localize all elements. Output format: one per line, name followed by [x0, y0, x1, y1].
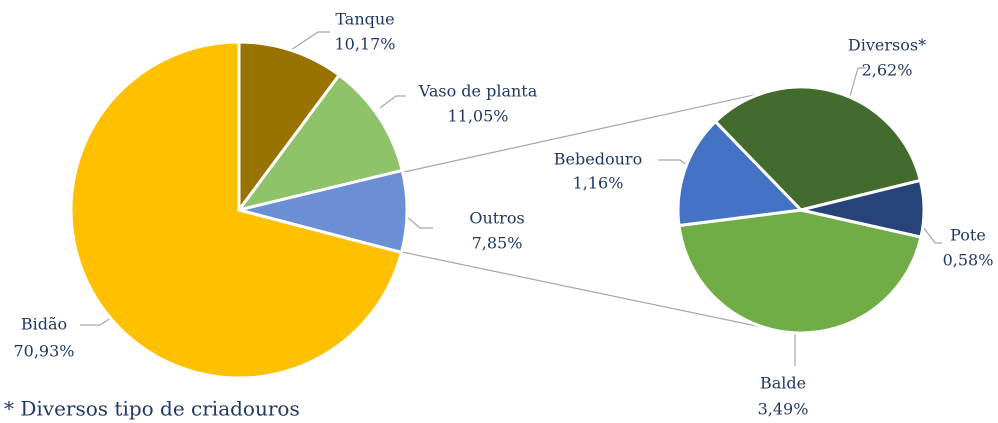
value-label: 3,49% [758, 400, 809, 419]
leader-line [849, 67, 866, 97]
slice-label: Tanque [335, 10, 394, 29]
leader-line [405, 215, 433, 229]
value-label: 2,62% [862, 61, 913, 80]
leader-line [923, 227, 942, 244]
slice-label: Pote [950, 226, 986, 245]
pie-slice [677, 208, 923, 335]
footnote: * Diversos tipo de criadouros [4, 397, 300, 421]
leader-line [379, 95, 406, 109]
leader-line [658, 159, 689, 167]
value-label: 7,85% [472, 234, 523, 253]
pie-slice [235, 73, 405, 213]
pie-slice [713, 85, 923, 212]
connector-line [401, 251, 791, 334]
pie-slice [237, 40, 342, 215]
slice-label: Bidão [21, 315, 67, 334]
slice-label: Vaso de planta [418, 82, 538, 101]
pie-slice [69, 40, 404, 380]
value-label: 11,05% [447, 107, 508, 126]
leader-line [290, 31, 330, 51]
pie-slice [800, 178, 926, 239]
slice-label: Diversos* [848, 36, 926, 55]
slice-label: Bebedouro [554, 150, 642, 169]
value-label: 1,16% [573, 174, 624, 193]
value-label: 70,93% [13, 342, 74, 361]
slice-label: Outros [469, 209, 524, 228]
connector-line [403, 86, 791, 173]
pie-slice [676, 119, 805, 228]
slice-label: Balde [760, 374, 806, 393]
value-label: 10,17% [334, 35, 395, 54]
value-label: 0,58% [943, 251, 994, 270]
